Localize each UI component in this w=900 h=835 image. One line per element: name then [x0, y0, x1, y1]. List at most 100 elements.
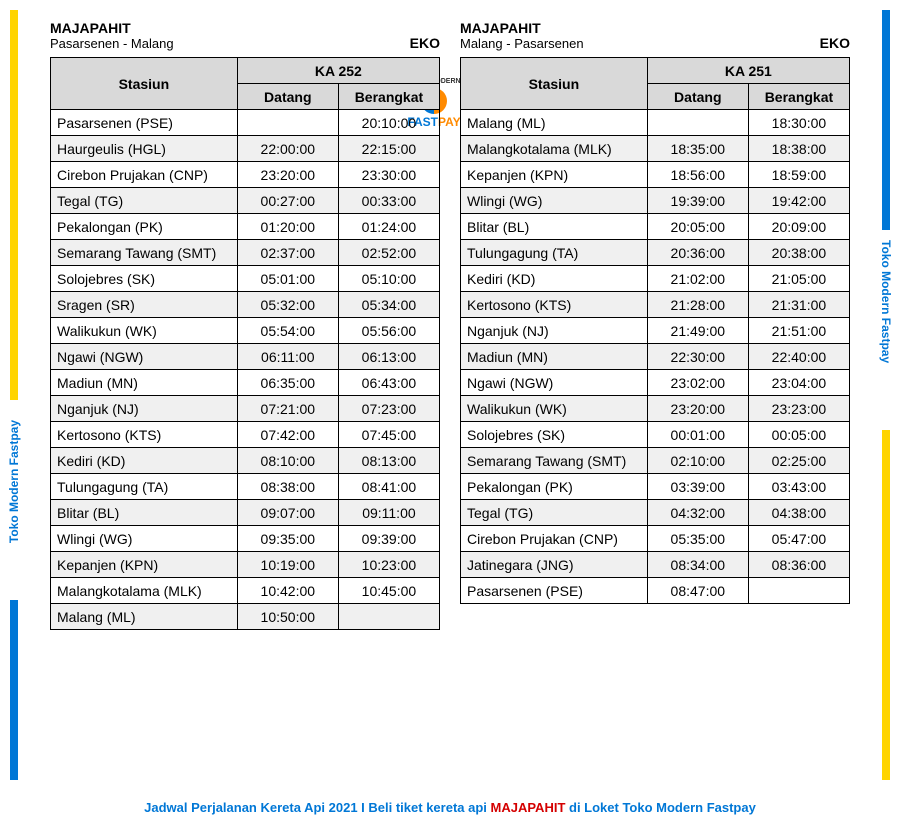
table-row: Blitar (BL)09:07:0009:11:00 [51, 500, 440, 526]
col-header-station: Stasiun [461, 58, 648, 110]
table-row: Solojebres (SK)05:01:0005:10:00 [51, 266, 440, 292]
table-row: Walikukun (WK)23:20:0023:23:00 [461, 396, 850, 422]
cell-station: Malang (ML) [51, 604, 238, 630]
cell-depart: 05:10:00 [338, 266, 439, 292]
train-class: EKO [820, 35, 850, 51]
table-row: Cirebon Prujakan (CNP)23:20:0023:30:00 [51, 162, 440, 188]
footer-caption: Jadwal Perjalanan Kereta Api 2021 I Beli… [0, 800, 900, 815]
table-row: Malangkotalama (MLK)10:42:0010:45:00 [51, 578, 440, 604]
cell-station: Solojebres (SK) [51, 266, 238, 292]
cell-depart: 05:56:00 [338, 318, 439, 344]
table-row: Cirebon Prujakan (CNP)05:35:0005:47:00 [461, 526, 850, 552]
cell-depart: 04:38:00 [748, 500, 849, 526]
cell-arrive: 05:35:00 [647, 526, 748, 552]
table-row: Madiun (MN)22:30:0022:40:00 [461, 344, 850, 370]
table-row: Kertosono (KTS)07:42:0007:45:00 [51, 422, 440, 448]
footer-pre: Jadwal Perjalanan Kereta Api 2021 I Beli… [144, 800, 490, 815]
cell-depart: 20:10:00 [338, 110, 439, 136]
cell-depart: 01:24:00 [338, 214, 439, 240]
cell-station: Blitar (BL) [461, 214, 648, 240]
col-header-depart: Berangkat [748, 84, 849, 110]
train-route: Pasarsenen - Malang [50, 36, 174, 51]
cell-station: Cirebon Prujakan (CNP) [461, 526, 648, 552]
table-row: Ngawi (NGW)06:11:0006:13:00 [51, 344, 440, 370]
cell-arrive: 05:01:00 [237, 266, 338, 292]
cell-depart [338, 604, 439, 630]
cell-station: Kertosono (KTS) [461, 292, 648, 318]
cell-arrive: 04:32:00 [647, 500, 748, 526]
table-row: Walikukun (WK)05:54:0005:56:00 [51, 318, 440, 344]
cell-station: Solojebres (SK) [461, 422, 648, 448]
cell-station: Walikukun (WK) [51, 318, 238, 344]
cell-arrive: 08:47:00 [647, 578, 748, 604]
cell-depart: 05:47:00 [748, 526, 849, 552]
cell-depart: 00:33:00 [338, 188, 439, 214]
cell-depart: 21:31:00 [748, 292, 849, 318]
table-row: Malang (ML) 18:30:00 [461, 110, 850, 136]
cell-arrive: 18:35:00 [647, 136, 748, 162]
schedule-column: MAJAPAHITPasarsenen - MalangEKOStasiunKA… [50, 20, 440, 630]
cell-arrive: 22:00:00 [237, 136, 338, 162]
table-row: Wlingi (WG)09:35:0009:39:00 [51, 526, 440, 552]
table-row: Pasarsenen (PSE) 20:10:00 [51, 110, 440, 136]
cell-station: Jatinegara (JNG) [461, 552, 648, 578]
cell-depart: 09:39:00 [338, 526, 439, 552]
table-row: Malang (ML)10:50:00 [51, 604, 440, 630]
deco-bar-yellow-left [10, 10, 18, 400]
cell-depart: 23:23:00 [748, 396, 849, 422]
cell-depart: 19:42:00 [748, 188, 849, 214]
cell-station: Kediri (KD) [51, 448, 238, 474]
cell-station: Malang (ML) [461, 110, 648, 136]
cell-depart: 23:04:00 [748, 370, 849, 396]
cell-arrive: 23:02:00 [647, 370, 748, 396]
cell-arrive: 02:37:00 [237, 240, 338, 266]
cell-arrive: 21:49:00 [647, 318, 748, 344]
cell-station: Madiun (MN) [461, 344, 648, 370]
cell-depart [748, 578, 849, 604]
cell-arrive: 08:10:00 [237, 448, 338, 474]
cell-station: Ngawi (NGW) [461, 370, 648, 396]
cell-depart: 21:51:00 [748, 318, 849, 344]
table-row: Semarang Tawang (SMT)02:10:0002:25:00 [461, 448, 850, 474]
cell-depart: 20:09:00 [748, 214, 849, 240]
cell-depart: 10:23:00 [338, 552, 439, 578]
cell-arrive [237, 110, 338, 136]
cell-depart: 21:05:00 [748, 266, 849, 292]
table-row: Tulungagung (TA)08:38:0008:41:00 [51, 474, 440, 500]
cell-station: Pasarsenen (PSE) [51, 110, 238, 136]
cell-arrive: 10:19:00 [237, 552, 338, 578]
cell-station: Wlingi (WG) [51, 526, 238, 552]
cell-depart: 18:30:00 [748, 110, 849, 136]
cell-station: Pasarsenen (PSE) [461, 578, 648, 604]
cell-arrive: 05:32:00 [237, 292, 338, 318]
cell-arrive: 09:07:00 [237, 500, 338, 526]
cell-arrive: 20:05:00 [647, 214, 748, 240]
cell-depart: 07:23:00 [338, 396, 439, 422]
cell-arrive: 07:21:00 [237, 396, 338, 422]
cell-station: Wlingi (WG) [461, 188, 648, 214]
cell-station: Cirebon Prujakan (CNP) [51, 162, 238, 188]
table-row: Pasarsenen (PSE)08:47:00 [461, 578, 850, 604]
cell-station: Tegal (TG) [51, 188, 238, 214]
cell-depart: 20:38:00 [748, 240, 849, 266]
cell-station: Malangkotalama (MLK) [51, 578, 238, 604]
cell-depart: 23:30:00 [338, 162, 439, 188]
cell-depart: 08:36:00 [748, 552, 849, 578]
cell-arrive: 08:38:00 [237, 474, 338, 500]
table-row: Jatinegara (JNG)08:34:0008:36:00 [461, 552, 850, 578]
schedule-table: StasiunKA 251DatangBerangkatMalang (ML)1… [460, 57, 850, 604]
schedule-content: MAJAPAHITPasarsenen - MalangEKOStasiunKA… [50, 20, 850, 630]
cell-arrive: 05:54:00 [237, 318, 338, 344]
col-header-station: Stasiun [51, 58, 238, 110]
deco-bar-blue-right [882, 10, 890, 230]
cell-depart: 02:52:00 [338, 240, 439, 266]
cell-depart: 03:43:00 [748, 474, 849, 500]
footer-post: di Loket Toko Modern Fastpay [565, 800, 755, 815]
cell-station: Kertosono (KTS) [51, 422, 238, 448]
cell-arrive: 00:27:00 [237, 188, 338, 214]
brand-label-left: Toko Modern Fastpay [7, 420, 21, 543]
train-route: Malang - Pasarsenen [460, 36, 584, 51]
table-row: Nganjuk (NJ)07:21:0007:23:00 [51, 396, 440, 422]
train-name: MAJAPAHIT [50, 20, 174, 36]
cell-station: Tulungagung (TA) [461, 240, 648, 266]
